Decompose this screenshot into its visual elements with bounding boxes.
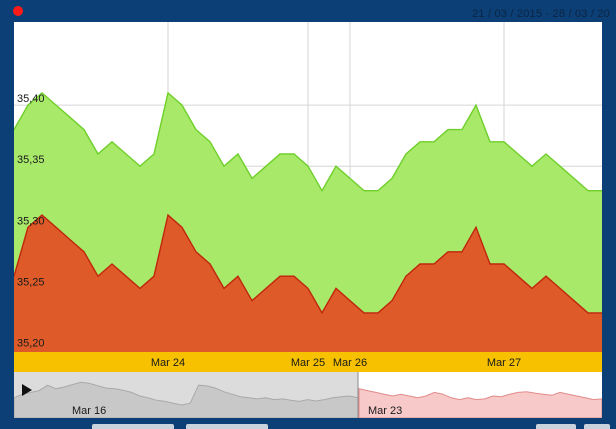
series-0-line (14, 91, 602, 193)
navigator-label: Mar 23 (368, 405, 402, 417)
y-tick-label: 35,35 (17, 154, 45, 166)
x-tick-label: Mar 26 (333, 357, 367, 369)
x-axis-band: Mar 24 Mar 25 Mar 26 Mar 27 (14, 352, 602, 372)
navigator-recent-area (358, 388, 602, 418)
plot-area[interactable]: 35,20 35,25 35,30 35,35 35,40 (14, 22, 602, 352)
navigator-strip[interactable]: Mar 16 Mar 23 (14, 372, 602, 418)
toolbar-stub-4[interactable] (584, 424, 610, 429)
x-tick-label: Mar 25 (291, 357, 325, 369)
series-1-area (14, 215, 602, 352)
y-tick-label: 35,25 (17, 276, 45, 288)
date-range-label: 21 / 03 / 2015 - 28 / 03 / 20 (472, 8, 610, 20)
toolbar-stub-2[interactable] (186, 424, 268, 429)
y-tick-label: 35,30 (17, 215, 45, 227)
play-icon[interactable] (22, 384, 32, 396)
y-tick-label: 35,20 (17, 338, 45, 350)
record-indicator-icon (13, 6, 23, 16)
toolbar-stub-3[interactable] (536, 424, 576, 429)
x-tick-label: Mar 27 (487, 357, 521, 369)
y-tick-label: 35,40 (17, 93, 45, 105)
x-tick-label: Mar 24 (151, 357, 185, 369)
toolbar-stub-1[interactable] (92, 424, 174, 429)
navigator-label: Mar 16 (72, 405, 106, 417)
navigator-history-area (14, 381, 359, 418)
series-1-line (14, 213, 602, 315)
